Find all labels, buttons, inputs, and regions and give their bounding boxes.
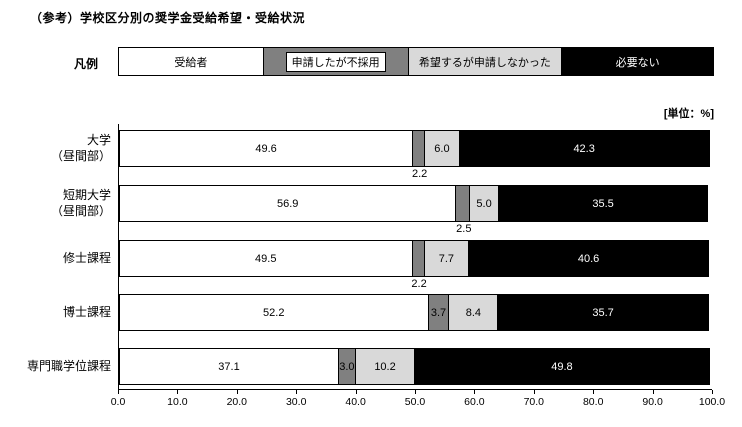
legend-item: 希望するが申請しなかった xyxy=(408,48,563,75)
x-tick-mark xyxy=(355,390,357,394)
below-bar-value-label: 2.5 xyxy=(456,223,472,235)
category-label: 短期大学 （昼間部） xyxy=(50,187,111,218)
stacked-bar: 56.9 5.0 35.5 xyxy=(119,185,712,222)
bar-segment: 52.2 xyxy=(119,294,429,331)
bar-segment: 56.9 xyxy=(119,185,457,222)
bar-segment: 8.4 xyxy=(448,294,499,331)
x-tick-label: 90.0 xyxy=(642,396,663,408)
x-tick-label: 60.0 xyxy=(464,396,485,408)
legend-caption: 凡例 xyxy=(74,57,99,71)
category-label: 専門職学位課程 xyxy=(26,358,111,373)
x-tick-mark xyxy=(533,390,535,394)
bar-segment: 35.5 xyxy=(497,185,709,222)
x-tick-mark xyxy=(415,390,416,394)
x-tick-label: 100.0 xyxy=(698,396,726,408)
legend-item-label: 受給者 xyxy=(174,56,208,69)
bar-segment: 7.7 xyxy=(423,240,470,277)
x-tick-label: 30.0 xyxy=(285,396,307,408)
page-title: （参考）学校区分別の奨学金受給希望・受給状況 xyxy=(30,11,306,25)
x-tick-label: 80.0 xyxy=(582,396,604,408)
legend: 受給者 申請したが不採用 希望するが申請しなかった 必要ない xyxy=(118,47,714,76)
x-tick-mark xyxy=(652,390,654,394)
x-tick-mark xyxy=(474,390,476,394)
bar-segment: 3.0 xyxy=(338,348,356,385)
x-tick-label: 20.0 xyxy=(226,396,248,408)
below-bar-value-label: 2.2 xyxy=(411,168,428,180)
bar-segment: 49.5 xyxy=(119,240,413,277)
x-tick-label: 70.0 xyxy=(523,396,545,408)
legend-item: 必要ない xyxy=(562,48,713,75)
bar-segment: 6.0 xyxy=(424,130,460,167)
stacked-bar: 37.1 3.0 10.2 49.8 xyxy=(119,348,712,385)
x-tick-mark xyxy=(236,390,238,394)
x-tick-mark xyxy=(296,390,298,394)
bar-segment: 10.2 xyxy=(354,348,416,385)
bar-segment: 49.8 xyxy=(414,348,710,385)
stacked-bar: 49.6 6.0 42.3 xyxy=(119,130,712,167)
category-label: 修士課程 xyxy=(62,250,111,265)
bar-segment: 5.0 xyxy=(469,185,499,222)
x-tick-label: 40.0 xyxy=(345,396,366,408)
bar-segment xyxy=(455,185,471,222)
bar-segment: 35.7 xyxy=(497,294,709,331)
bar-segment: 42.3 xyxy=(458,130,710,167)
stacked-bar: 49.5 7.7 40.6 xyxy=(119,240,712,277)
legend-item: 申請したが不採用 xyxy=(263,48,409,75)
legend-item-label: 必要ない xyxy=(615,56,660,69)
bar-segment: 3.7 xyxy=(427,294,450,331)
legend-item-label: 申請したが不採用 xyxy=(285,51,386,72)
bar-segment: 49.6 xyxy=(119,130,414,167)
x-tick-mark xyxy=(118,390,119,394)
x-tick-label: 0.0 xyxy=(110,396,126,408)
category-label: 大学 （昼間部） xyxy=(50,132,111,163)
bar-segment: 40.6 xyxy=(468,240,709,277)
stacked-bar: 52.2 3.7 8.4 35.7 xyxy=(119,294,712,331)
x-tick-mark xyxy=(177,390,179,394)
unit-label: [単位：%] xyxy=(663,108,714,120)
x-tick-mark xyxy=(712,390,713,394)
below-bar-value-label: 2.2 xyxy=(411,278,427,290)
stacked-bar-chart: 大学 （昼間部） 2.2 49.6 6.0 42.3 短期大学 （昼間部） 2.5 56.9 5… xyxy=(27,124,712,390)
legend-item: 受給者 xyxy=(119,48,264,75)
x-tick-label: 10.0 xyxy=(167,396,188,408)
category-label: 博士課程 xyxy=(62,304,111,319)
x-tick-label: 50.0 xyxy=(404,396,426,408)
bar-segment: 37.1 xyxy=(119,348,339,385)
x-axis: 0.0 10.0 20.0 30.0 40.0 50.0 60.0 70.0 80.0 90.0 1… xyxy=(111,390,725,410)
legend-item-label: 希望するが申請しなかった xyxy=(418,56,551,69)
x-tick-mark xyxy=(593,390,595,394)
